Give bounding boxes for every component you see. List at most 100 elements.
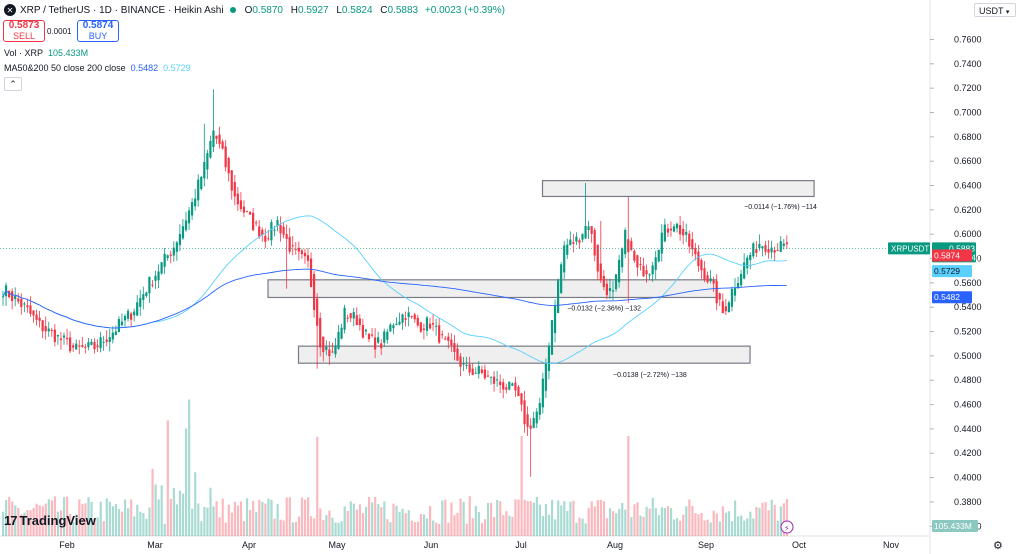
candle-body <box>535 411 538 424</box>
y-tick-label: 0.5200 <box>954 327 982 337</box>
candle-body <box>380 343 383 349</box>
candle-body <box>62 335 66 338</box>
candle-body <box>90 341 93 345</box>
candle-body <box>69 337 72 352</box>
price-axis[interactable]: 0.7600 0.7400 0.7200 0.7000 0.6800 0.6600 0.64… <box>930 34 982 531</box>
candle-body <box>483 369 486 379</box>
volume-bar <box>691 505 694 536</box>
volume-bar <box>730 521 734 536</box>
candle-body <box>355 315 358 325</box>
collapse-legend-button[interactable]: ⌃ <box>4 77 22 91</box>
candle-body <box>255 222 258 224</box>
candle-body <box>499 381 502 386</box>
candle-body <box>279 224 282 234</box>
currency-selector[interactable]: USDT ▾ <box>974 3 1016 17</box>
volume-bar <box>703 520 706 536</box>
volume-bar <box>236 505 240 536</box>
volume-bar <box>569 501 572 536</box>
candle-body <box>187 210 191 224</box>
volume-bar <box>212 506 215 536</box>
candle-body <box>300 250 303 255</box>
candle-body <box>785 242 788 245</box>
candle-body <box>136 302 139 316</box>
x-tick-label: Oct <box>792 540 807 550</box>
volume-bar <box>50 500 53 536</box>
candle-body <box>370 334 374 336</box>
candle-body <box>313 273 316 311</box>
candle-body <box>447 336 450 341</box>
candle-body <box>694 247 697 255</box>
volume-bar <box>358 504 362 536</box>
volume-bar <box>14 505 17 536</box>
candle-body <box>178 234 181 246</box>
time-axis[interactable]: Feb Mar Apr May Jun Jul Aug Sep Oct Nov <box>59 540 899 550</box>
volume-bar <box>599 499 602 536</box>
x-tick-label: Nov <box>883 540 900 550</box>
volume-bar <box>572 500 575 536</box>
volume-bar <box>758 507 761 536</box>
volume-bar <box>621 502 624 536</box>
candle-body <box>456 348 459 361</box>
volume-bar <box>438 523 441 536</box>
volume-bar <box>102 521 105 536</box>
volume-bar <box>355 509 358 536</box>
volume-bar <box>633 504 636 536</box>
volume-bar <box>32 508 35 536</box>
buy-button[interactable]: 0.5874 BUY <box>77 20 119 42</box>
volume-bar <box>608 508 612 536</box>
volume-bar <box>441 500 444 536</box>
volume-bar <box>413 522 416 536</box>
candle-body <box>605 283 608 296</box>
volume-bar <box>578 517 581 536</box>
volume-bar <box>520 436 523 536</box>
candle-body <box>657 249 660 262</box>
volume-bar <box>41 506 44 536</box>
symbol-title[interactable]: XRP / TetherUS · 1D · BINANCE · Heikin A… <box>20 4 224 16</box>
candle-body <box>96 345 99 348</box>
candle-body <box>172 247 175 256</box>
symbol-badge-bg <box>888 242 930 255</box>
sell-button[interactable]: 0.5873 SELL <box>3 20 45 42</box>
volume-bar <box>575 522 578 536</box>
candle-body <box>261 229 264 235</box>
volume-bar <box>447 522 450 536</box>
candle-body <box>773 250 776 253</box>
candle-body <box>166 255 169 259</box>
candle-body <box>721 301 724 314</box>
volume-bar <box>181 493 185 536</box>
volume-badge-bg <box>932 520 978 532</box>
volume-bar <box>749 511 752 536</box>
candle-body <box>508 381 511 390</box>
price-zones <box>267 180 815 364</box>
candle-body <box>334 345 337 355</box>
volume-bar <box>169 498 172 536</box>
volume-bar <box>444 499 447 536</box>
candle-body <box>270 222 273 241</box>
volume-bar <box>752 518 755 536</box>
candle-body <box>428 323 432 329</box>
ma-legend[interactable]: MA50&200 50 close 200 close 0.5482 0.572… <box>4 63 191 73</box>
volume-bar <box>325 514 328 536</box>
candle-body <box>242 206 246 213</box>
volume-bar <box>480 523 484 536</box>
candle-body <box>575 236 578 242</box>
volume-bar <box>419 514 423 536</box>
candle-body <box>569 239 572 246</box>
volume-bar <box>191 508 194 536</box>
candle-body <box>133 311 136 316</box>
candle-body <box>75 343 78 350</box>
gear-icon[interactable]: ⚙ <box>993 540 1003 552</box>
candle-body <box>477 366 480 374</box>
tradingview-logo[interactable]: 17 TradingView <box>4 513 96 528</box>
volume-bar <box>587 507 590 536</box>
candle-body <box>431 322 435 325</box>
candle-body <box>614 274 618 290</box>
volume-legend[interactable]: Vol · XRP 105.433M <box>4 48 89 58</box>
volume-bar <box>645 506 648 536</box>
candle-body <box>557 280 560 314</box>
candle-body <box>706 275 709 283</box>
candle-body <box>84 346 87 348</box>
candle-body <box>17 298 20 302</box>
candle-body <box>438 325 441 343</box>
